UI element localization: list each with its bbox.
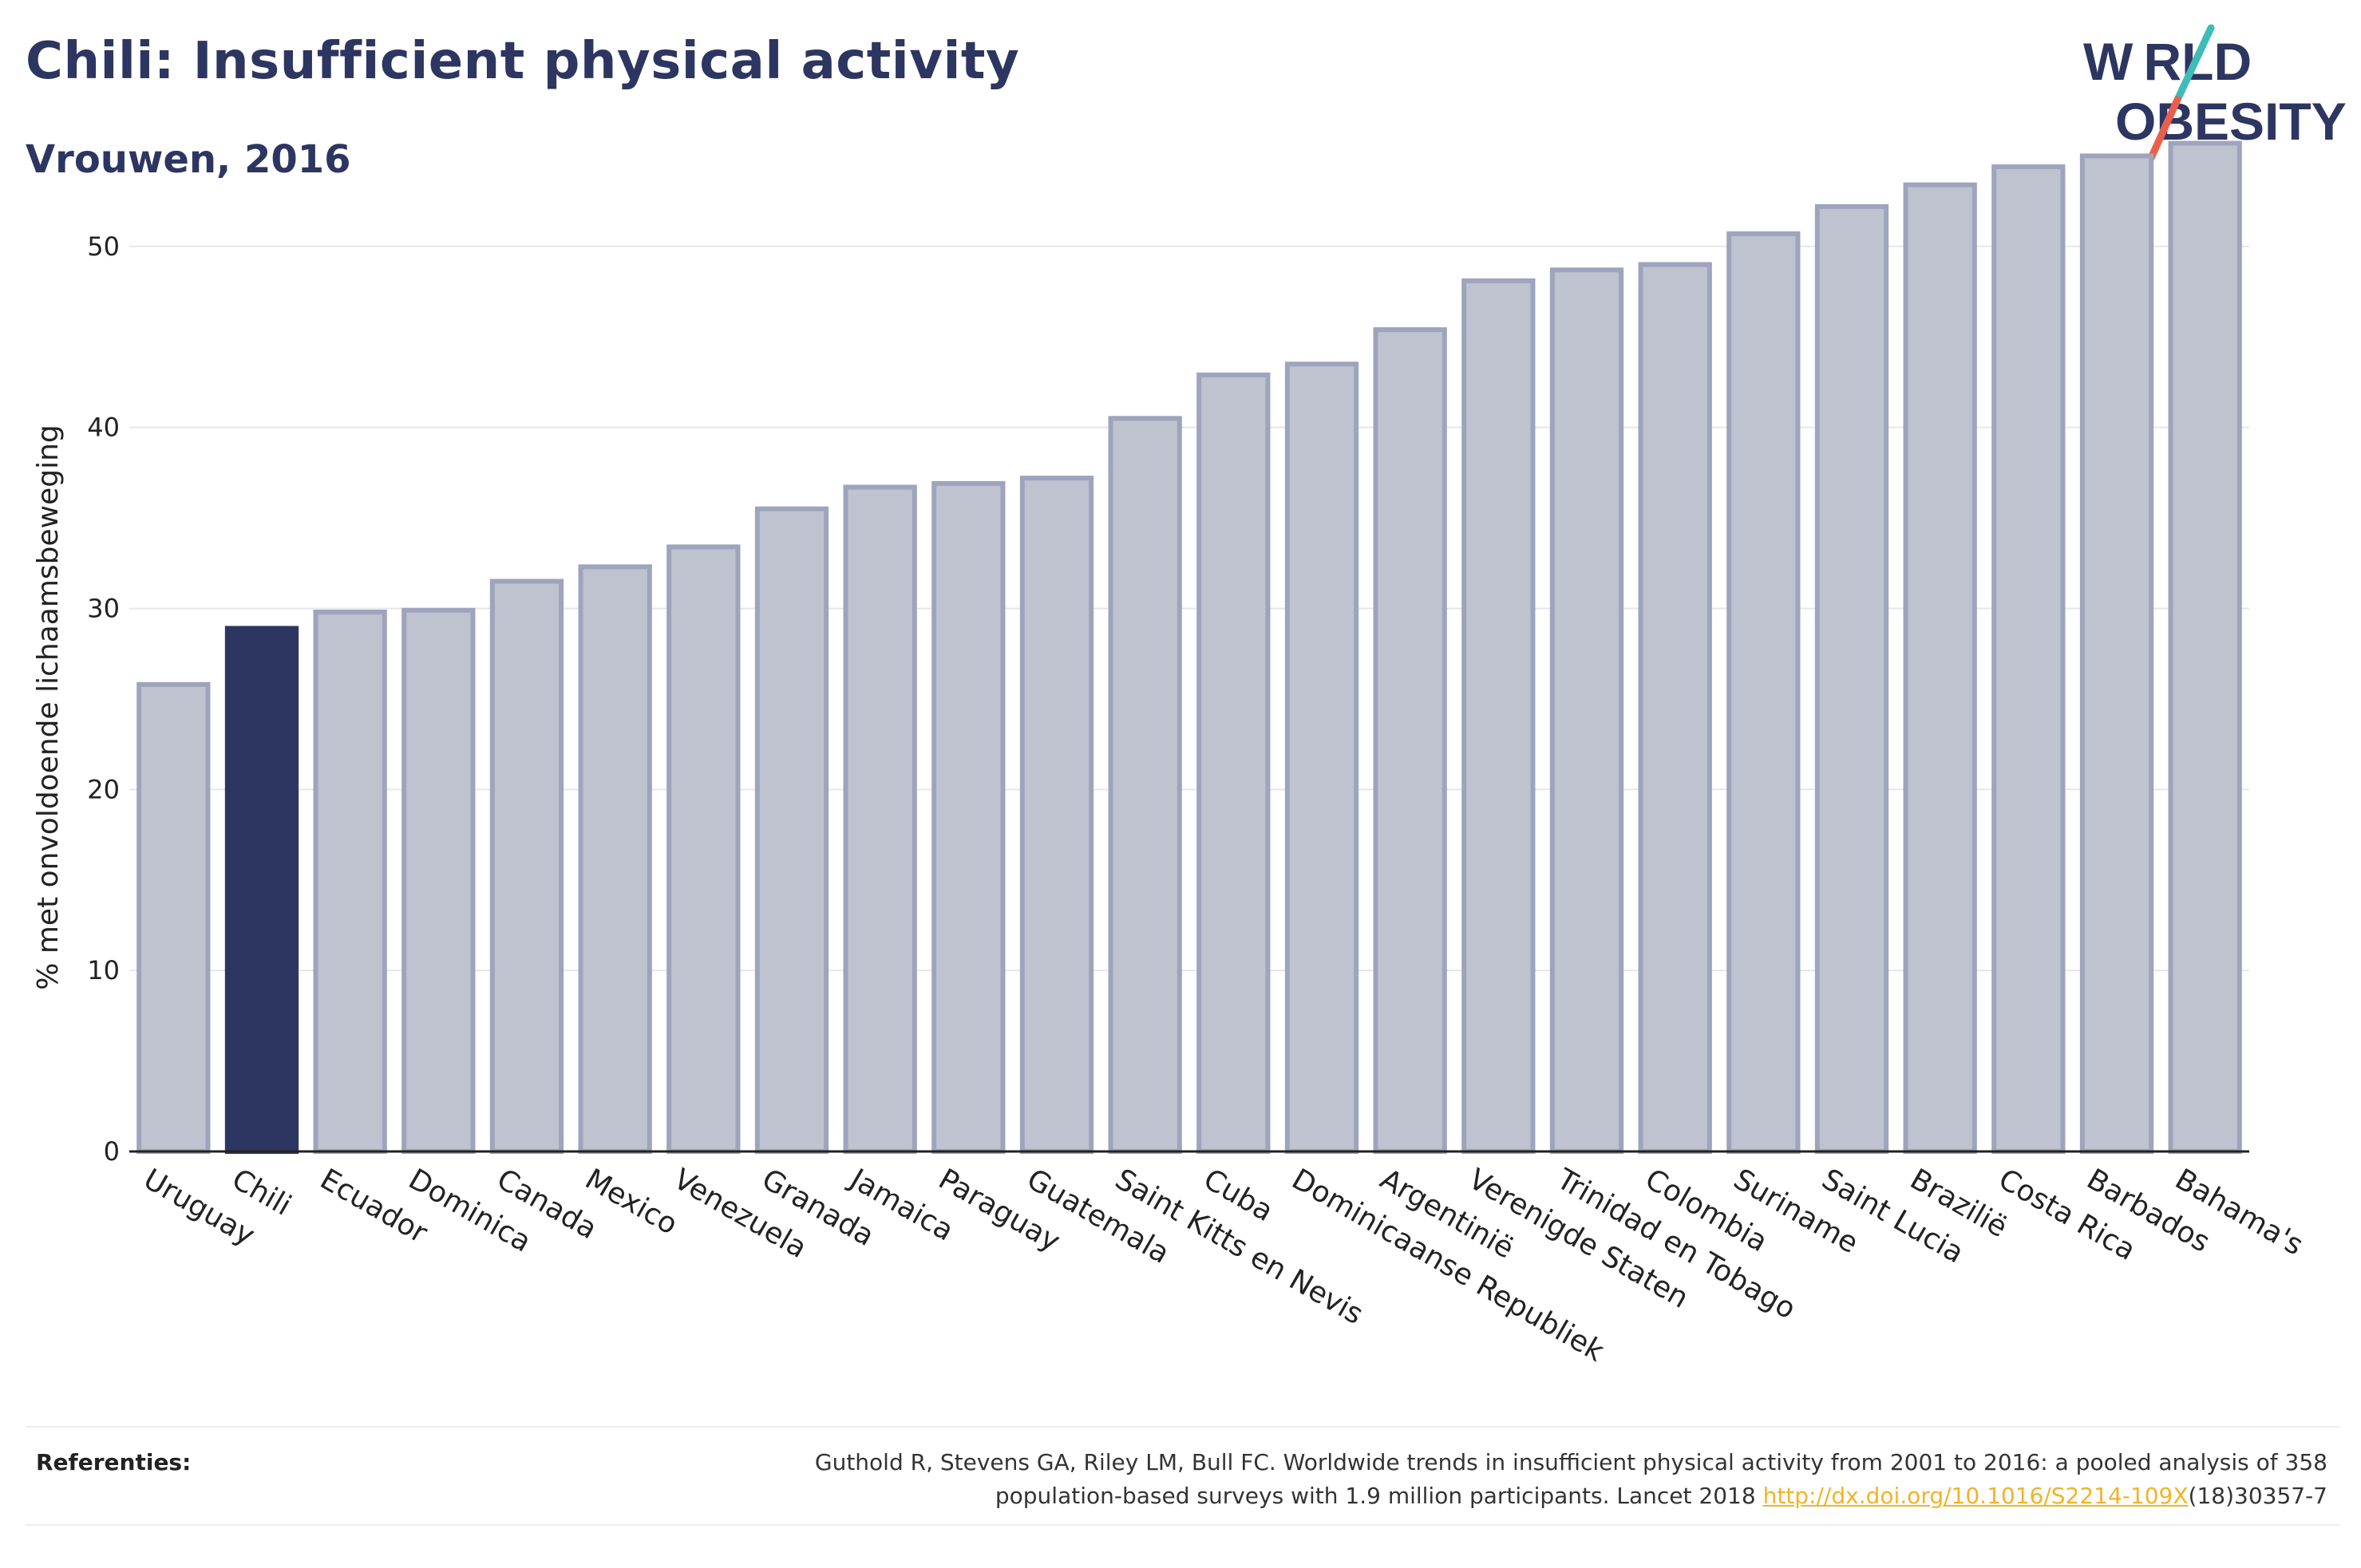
y-axis-label: % met onvoldoende lichaamsbeweging — [32, 425, 65, 990]
bar — [1461, 278, 1536, 1154]
bar — [1284, 361, 1359, 1155]
y-tick-label: 20 — [87, 774, 120, 804]
reference-line-2: population-based surveys with 1.9 millio… — [995, 1483, 1763, 1509]
y-tick-label: 0 — [104, 1136, 120, 1167]
bar — [1991, 164, 2066, 1154]
bar — [843, 484, 917, 1154]
y-tick-label: 30 — [87, 593, 120, 623]
bar — [1903, 182, 1977, 1154]
bar — [2168, 140, 2242, 1154]
grid-lines — [129, 245, 2249, 972]
footer-divider-bottom — [26, 1524, 2340, 1526]
bar — [666, 544, 741, 1154]
bar — [136, 681, 211, 1154]
bar — [1108, 416, 1182, 1154]
bar — [401, 607, 476, 1154]
reference-line-1: Guthold R, Stevens GA, Riley LM, Bull FC… — [814, 1449, 2327, 1475]
bar — [578, 564, 652, 1154]
reference-doi-link[interactable]: http://dx.doi.org/10.1016/S2214-109X — [1762, 1483, 2189, 1509]
logo-slash-top — [2173, 24, 2215, 104]
reference-line-3: (18)30357-7 — [2188, 1483, 2327, 1509]
bar — [1726, 231, 1801, 1154]
references-text: Guthold R, Stevens GA, Riley LM, Bull FC… — [412, 1446, 2327, 1513]
bar — [1638, 262, 1712, 1155]
bar — [313, 610, 387, 1154]
bars — [136, 140, 2242, 1155]
bar — [489, 579, 564, 1154]
chart-subtitle: Vrouwen, 2016 — [26, 137, 351, 182]
y-tick-label: 10 — [87, 955, 120, 985]
bar — [931, 480, 1006, 1154]
bar — [1019, 476, 1094, 1154]
chart-title: Chili: Insufficient physical activity — [26, 32, 1020, 91]
bar — [1196, 372, 1271, 1155]
bar — [1549, 267, 1624, 1155]
logo-line-1: W RLD — [2083, 32, 2252, 91]
y-tick-labels: 0 10 20 30 40 50 — [87, 231, 120, 1167]
references-label: Referenties: — [36, 1449, 192, 1475]
y-tick-label: 50 — [87, 231, 120, 262]
bar — [1373, 327, 1447, 1154]
y-tick-label: 40 — [87, 413, 120, 443]
bar — [2079, 153, 2154, 1155]
bar — [754, 506, 829, 1154]
bar-highlight-chili — [224, 626, 299, 1154]
bar — [1814, 203, 1889, 1155]
world-obesity-logo: W RLD OBESITY — [2083, 24, 2347, 162]
footer-divider-top — [26, 1426, 2340, 1428]
logo-slash-bottom — [2147, 96, 2181, 162]
